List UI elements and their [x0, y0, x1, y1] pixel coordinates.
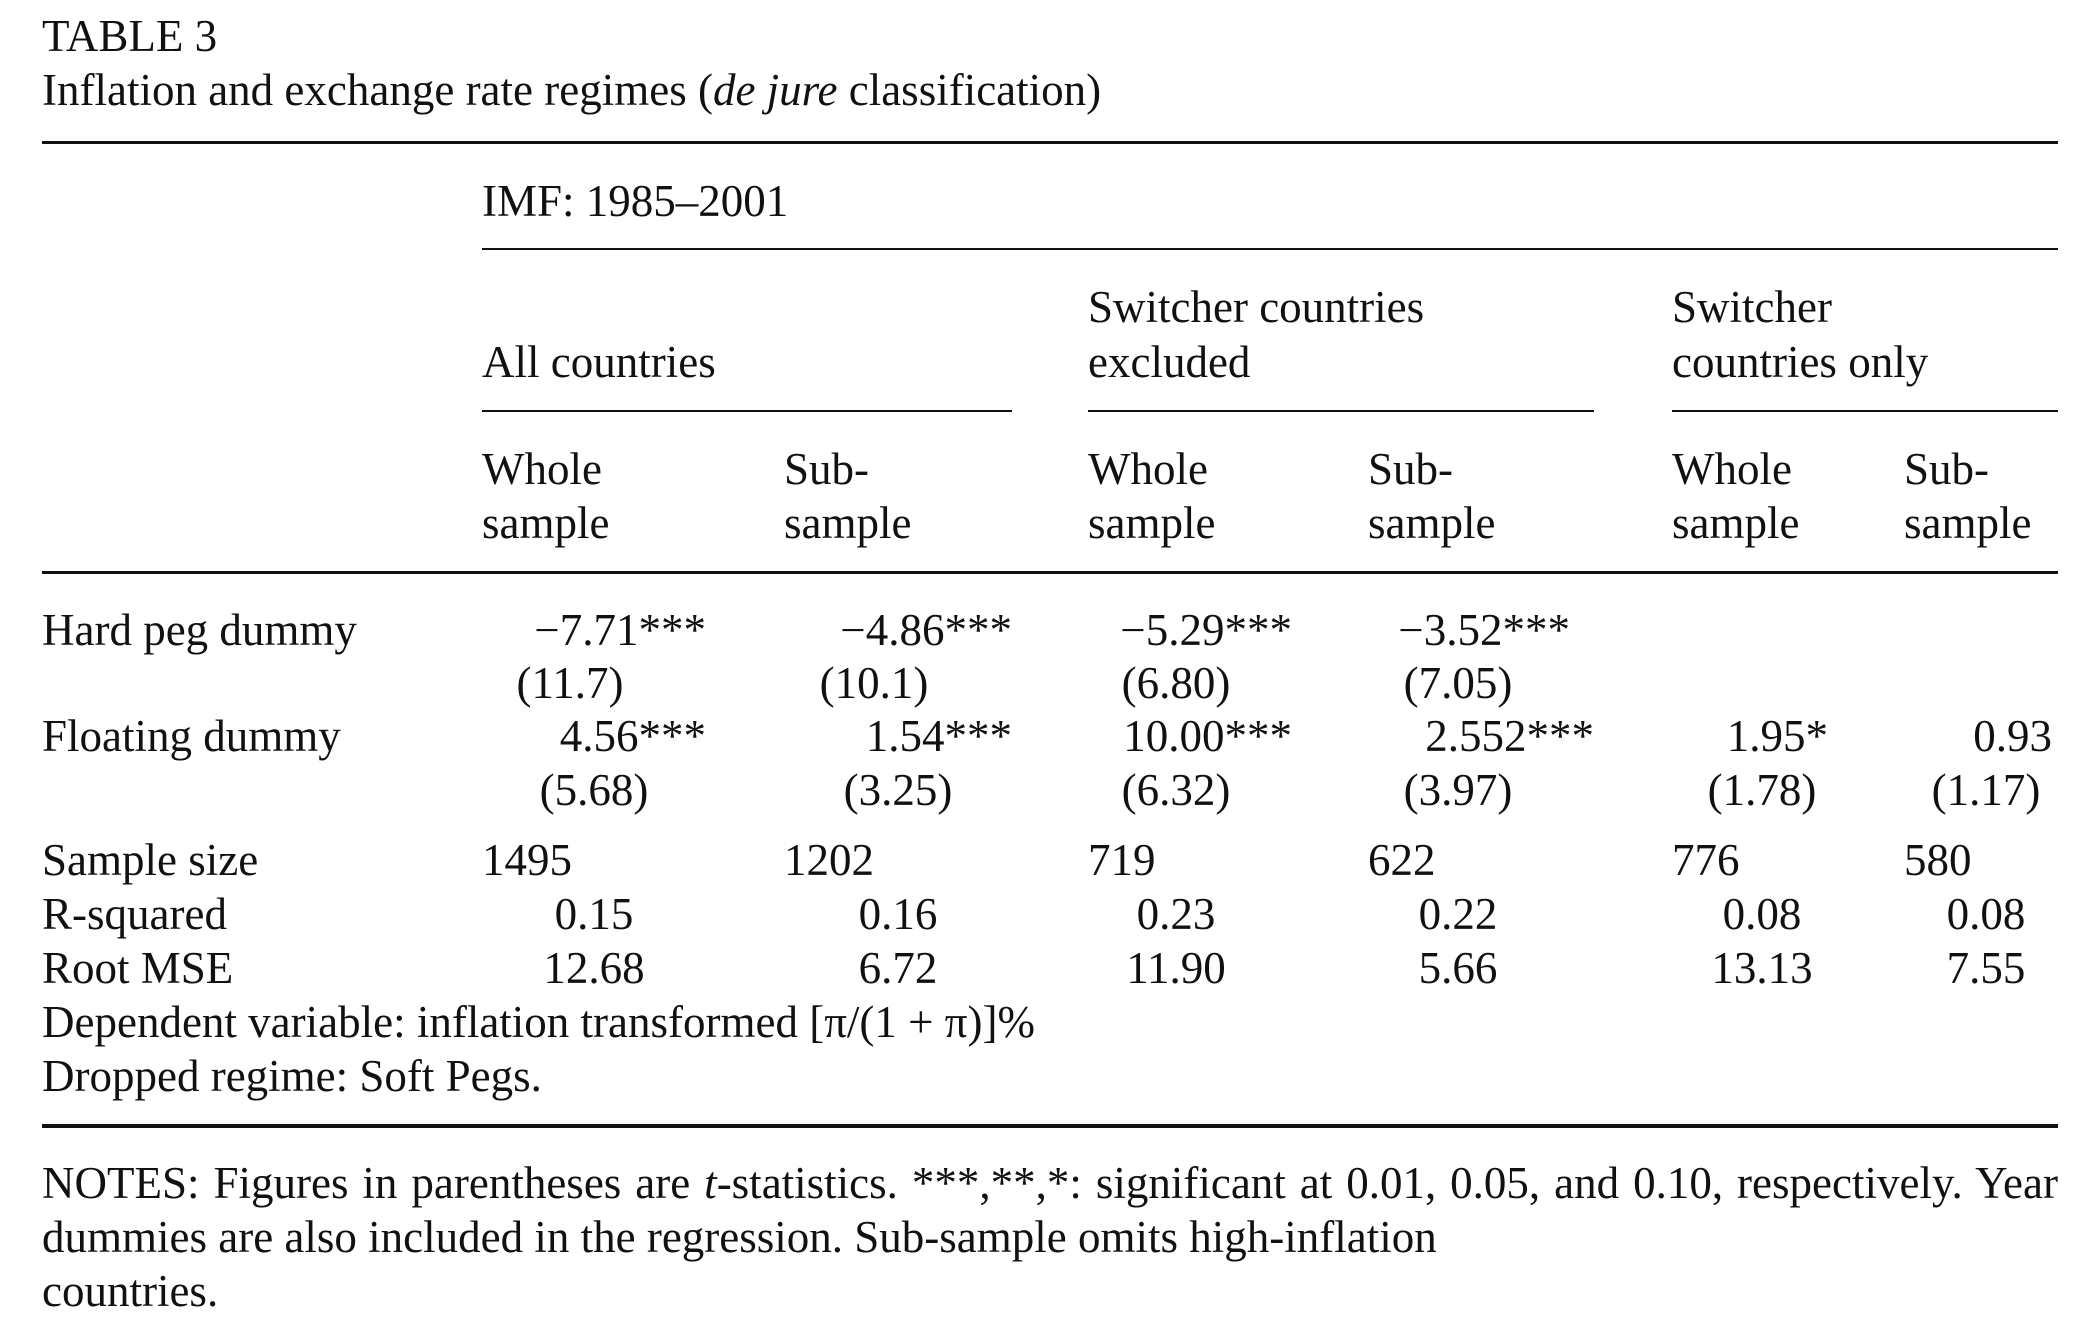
table-label: TABLE 3 — [42, 11, 218, 61]
tstat-cell: (6.80) — [1121, 658, 1231, 708]
table-notes: NOTES: Figures in parentheses are t-stat… — [42, 1158, 2058, 1262]
stat-cell: 6.72 — [858, 943, 938, 993]
group-header-switcher-only-line2: countries only — [1672, 337, 1929, 387]
stat-label-root-mse: Root MSE — [42, 943, 234, 993]
stat-cell: 7.55 — [1946, 943, 2026, 993]
tstat-cell: (6.32) — [1121, 765, 1231, 815]
coef-cell: 0.93 — [1973, 711, 2052, 761]
subheader-whole-line2: sample — [1088, 498, 1216, 548]
bottom-rule — [42, 1124, 2058, 1128]
tstat-cell: (10.1) — [819, 658, 929, 708]
tstat-cell: (1.17) — [1931, 765, 2041, 815]
dependent-variable-note: Dependent variable: inflation transforme… — [42, 997, 1035, 1047]
stat-cell: 1495 — [482, 835, 572, 885]
subheader-whole-line2: sample — [1672, 498, 1800, 548]
tstat-cell: (7.05) — [1403, 658, 1513, 708]
stat-cell: 0.22 — [1418, 889, 1498, 939]
group-rule-excluded — [1088, 410, 1594, 412]
coef-cell: −4.86*** — [840, 605, 1012, 655]
stat-cell: 622 — [1368, 835, 1436, 885]
subheader-whole-line1: Whole — [482, 444, 602, 494]
group-rule-all — [482, 410, 1012, 412]
header-rule — [42, 571, 2058, 574]
subheader-sub-line2: sample — [1904, 498, 2032, 548]
top-rule — [42, 141, 2058, 144]
coef-cell: −3.52*** — [1398, 605, 1570, 655]
subheader-sub-line2: sample — [1368, 498, 1496, 548]
dropped-regime-note: Dropped regime: Soft Pegs. — [42, 1051, 542, 1101]
spanner-header: IMF: 1985–2001 — [482, 176, 789, 226]
stat-label-r-squared: R-squared — [42, 889, 227, 939]
stat-cell: 13.13 — [1711, 943, 1813, 993]
stat-cell: 776 — [1672, 835, 1740, 885]
stat-cell: 0.16 — [858, 889, 938, 939]
table-notes-last-line: countries. — [42, 1266, 219, 1316]
tstat-cell: (1.78) — [1707, 765, 1817, 815]
table-title: Inflation and exchange rate regimes (de … — [42, 65, 1102, 115]
stat-cell: 12.68 — [543, 943, 645, 993]
spanner-rule — [482, 248, 2058, 250]
row-label-floating: Floating dummy — [42, 711, 341, 761]
group-rule-only — [1672, 410, 2058, 412]
subheader-whole-line1: Whole — [1672, 444, 1792, 494]
stat-cell: 0.15 — [554, 889, 634, 939]
group-header-all-countries: All countries — [482, 337, 716, 387]
tstat-cell: (11.7) — [516, 658, 624, 708]
subheader-whole-line1: Whole — [1088, 444, 1208, 494]
tstat-cell: (3.25) — [843, 765, 953, 815]
subheader-sub-line2: sample — [784, 498, 912, 548]
coef-cell: 1.95* — [1726, 711, 1828, 761]
stat-cell: 11.90 — [1126, 943, 1226, 993]
coef-cell: 4.56*** — [559, 711, 706, 761]
stat-cell: 5.66 — [1418, 943, 1498, 993]
subheader-sub-line1: Sub- — [784, 444, 870, 494]
stat-cell: 0.08 — [1722, 889, 1802, 939]
subheader-sub-line1: Sub- — [1368, 444, 1454, 494]
group-header-switcher-only-line1: Switcher — [1672, 282, 1832, 332]
subheader-whole-line2: sample — [482, 498, 610, 548]
coef-cell: 1.54*** — [865, 711, 1012, 761]
coef-cell: −7.71*** — [534, 605, 706, 655]
tstat-cell: (3.97) — [1403, 765, 1513, 815]
group-header-switcher-excluded-line2: excluded — [1088, 337, 1251, 387]
row-label-hard-peg: Hard peg dummy — [42, 605, 357, 655]
stat-label-sample-size: Sample size — [42, 835, 259, 885]
group-header-switcher-excluded-line1: Switcher countries — [1088, 282, 1425, 332]
subheader-sub-line1: Sub- — [1904, 444, 1990, 494]
stat-cell: 0.08 — [1946, 889, 2026, 939]
coef-cell: −5.29*** — [1120, 605, 1292, 655]
tstat-cell: (5.68) — [539, 765, 649, 815]
stat-cell: 580 — [1904, 835, 1972, 885]
stat-cell: 719 — [1088, 835, 1156, 885]
coef-cell: 10.00*** — [1123, 711, 1292, 761]
coef-cell: 2.552*** — [1425, 711, 1594, 761]
stat-cell: 0.23 — [1136, 889, 1216, 939]
stat-cell: 1202 — [784, 835, 874, 885]
